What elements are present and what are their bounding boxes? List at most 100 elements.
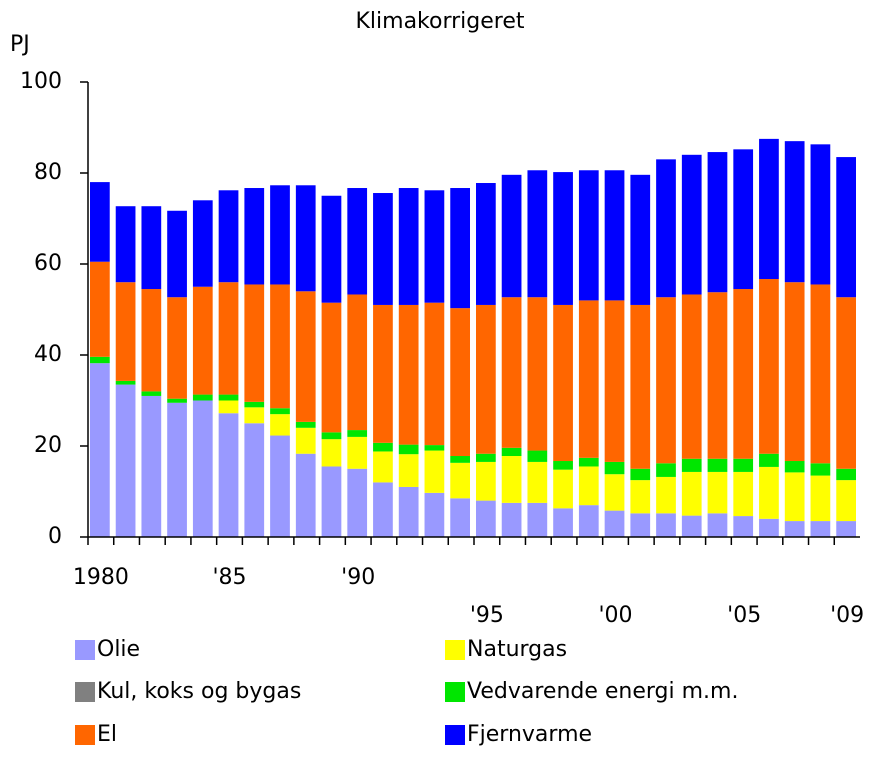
bar-segment [373,304,393,443]
bar-segment [115,380,136,385]
bar-segment [578,300,599,458]
x-tick-label: '00 [599,603,633,628]
bar-segment [192,200,213,287]
bar-segment [450,456,470,463]
legend-swatch [445,725,465,745]
bar-segment [476,500,496,537]
x-tick-label: '85 [213,565,247,590]
bar-segment [244,407,265,424]
bar-segment [759,138,779,280]
bar-segment [759,466,779,519]
bar-segment [527,297,548,451]
bar-segment [578,170,599,301]
bar-segment [295,421,316,428]
bar-segment [141,391,162,396]
legend-swatch [445,640,465,660]
chart-title: Klimakorrigeret [355,9,524,34]
bar-segment [501,456,522,503]
bar-segment [810,475,831,522]
bar-segment [836,157,856,298]
bar-segment [553,508,573,537]
bar-segment [424,492,445,537]
x-tick-label: '95 [470,603,504,628]
x-tick-label: '90 [341,565,375,590]
bar-segment [321,439,342,467]
legend-label: Kul, koks og bygas [97,679,301,704]
bar-segment [836,480,856,522]
bar-segment [604,474,625,511]
bar-segment [167,297,187,399]
bar-segment [167,398,187,403]
bar-segment [295,453,316,537]
bar-segment [501,502,522,537]
bar-segment [192,394,213,401]
bar-segment [295,427,316,454]
bar-segment [656,476,676,514]
bar-segment [321,302,342,433]
bar-segment [527,461,548,503]
bar-segment [656,463,676,477]
bar-segment [218,282,239,395]
bar-segment [707,292,728,459]
bar-segment [501,447,522,457]
bar-segment [656,297,676,464]
bar-segment [784,521,805,537]
bar-segment [244,188,265,285]
bar-segment [733,289,754,459]
bar-segment [270,185,290,285]
legend-swatch [75,682,95,702]
bar-segment [681,294,702,459]
bar-segment [192,286,213,395]
bar-segment [270,408,290,415]
x-tick-label: '05 [727,603,761,628]
bar-segment [836,297,856,469]
y-axis-label: PJ [10,32,30,57]
bar-segment [218,190,239,283]
bar-segment [167,402,187,537]
bar-segment [784,472,805,522]
bar-segment [836,521,856,537]
bar-segment [295,185,316,292]
bar-segment [270,414,290,436]
bar-segment [681,154,702,295]
bar-segment [167,210,187,298]
bar-segment [373,193,393,305]
y-tick-label: 60 [34,251,62,276]
bar-segment [759,518,779,537]
x-tick-label: '09 [830,603,864,628]
bar-segment [424,445,445,451]
y-tick-label: 40 [34,342,62,367]
bar-segment [553,304,573,462]
bar-segment [450,188,470,309]
bar-segment [450,498,470,537]
bar-segment [810,521,831,537]
bar-segment [681,471,702,516]
bar-segment [733,149,754,290]
bar-segment [501,297,522,448]
bar-segment [424,190,445,303]
bar-segment [604,170,625,301]
bar-segment [115,384,136,537]
legend-label: Naturgas [467,637,567,662]
legend-label: Fjernvarme [467,722,592,747]
y-tick-label: 100 [20,69,62,94]
bar-segment [527,502,548,537]
bar-segment [604,510,625,537]
y-tick-label: 20 [34,433,62,458]
y-tick-label: 80 [34,160,62,185]
legend-swatch [445,682,465,702]
bar-segment [450,462,470,499]
bar-segment [656,159,676,298]
bar-segment [90,363,110,537]
bar-segment [476,461,496,501]
bar-segment [192,400,213,537]
bar-segment [810,284,831,464]
bar-segment [321,432,342,440]
bar-segment [218,400,239,414]
bar-segment [321,466,342,537]
bar-segment [630,513,651,537]
bar-segment [527,450,548,462]
bar-segment [681,515,702,537]
y-tick-label: 0 [48,524,62,549]
bar-segment [244,284,265,402]
